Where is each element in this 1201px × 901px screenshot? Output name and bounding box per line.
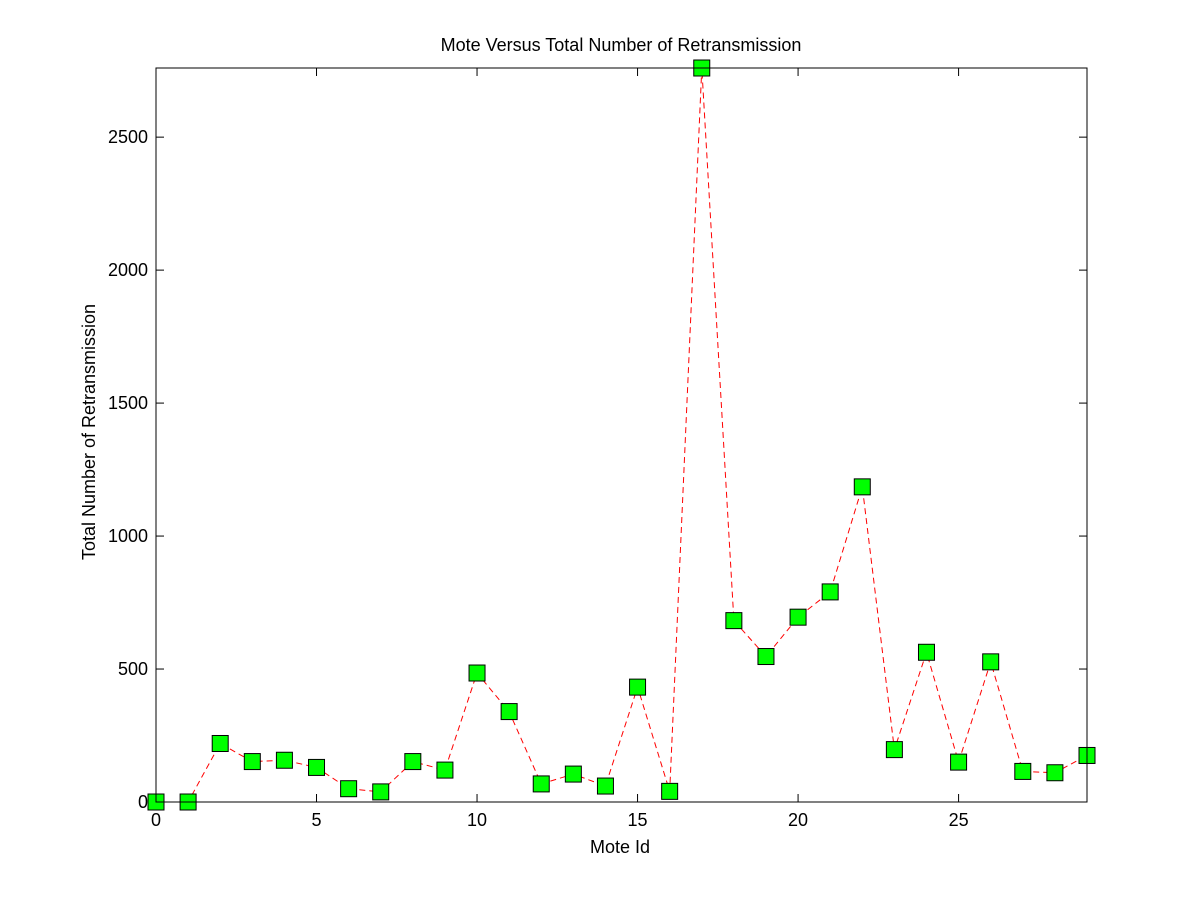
data-point	[629, 678, 647, 696]
x-tick-label: 20	[788, 810, 808, 830]
data-point	[500, 703, 518, 721]
data-point	[853, 478, 871, 496]
x-tick-label: 15	[628, 810, 648, 830]
data-point	[789, 608, 807, 626]
x-tick-label: 25	[949, 810, 969, 830]
y-tick-label: 2500	[108, 127, 148, 147]
data-point	[275, 751, 293, 769]
data-point	[885, 741, 903, 759]
series-layer	[147, 59, 1096, 811]
data-point	[340, 780, 358, 798]
data-point	[661, 782, 679, 800]
data-point	[596, 777, 614, 795]
data-point	[725, 612, 743, 630]
data-point	[564, 765, 582, 783]
data-point	[982, 653, 1000, 671]
data-point	[821, 583, 839, 601]
y-axis-label: Total Number of Retransmission	[79, 304, 99, 560]
chart-title: Mote Versus Total Number of Retransmissi…	[441, 35, 802, 55]
data-point	[1046, 764, 1064, 782]
axes-box	[155, 67, 1088, 803]
y-tick-label: 0	[138, 792, 148, 812]
data-point	[950, 753, 968, 771]
data-point	[243, 753, 261, 771]
y-tick-label: 2000	[108, 260, 148, 280]
data-point	[917, 643, 935, 661]
data-point	[436, 761, 454, 779]
data-point	[372, 783, 390, 801]
y-tick-label: 1000	[108, 526, 148, 546]
data-point	[1014, 762, 1032, 780]
data-point	[308, 758, 326, 776]
data-point	[757, 648, 775, 666]
data-point	[404, 753, 422, 771]
tick-labels: 0 5 10 15 20 25 0 500 1000 1500 2000 2500	[108, 127, 969, 830]
x-tick-label: 10	[467, 810, 487, 830]
data-point	[468, 664, 486, 682]
x-axis-label: Mote Id	[590, 837, 650, 857]
x-tick-label: 0	[151, 810, 161, 830]
data-point	[532, 775, 550, 793]
data-point	[211, 734, 229, 752]
plot-area	[156, 68, 1087, 802]
y-tick-label: 1500	[108, 393, 148, 413]
y-tick-label: 500	[118, 659, 148, 679]
x-tick-label: 5	[312, 810, 322, 830]
